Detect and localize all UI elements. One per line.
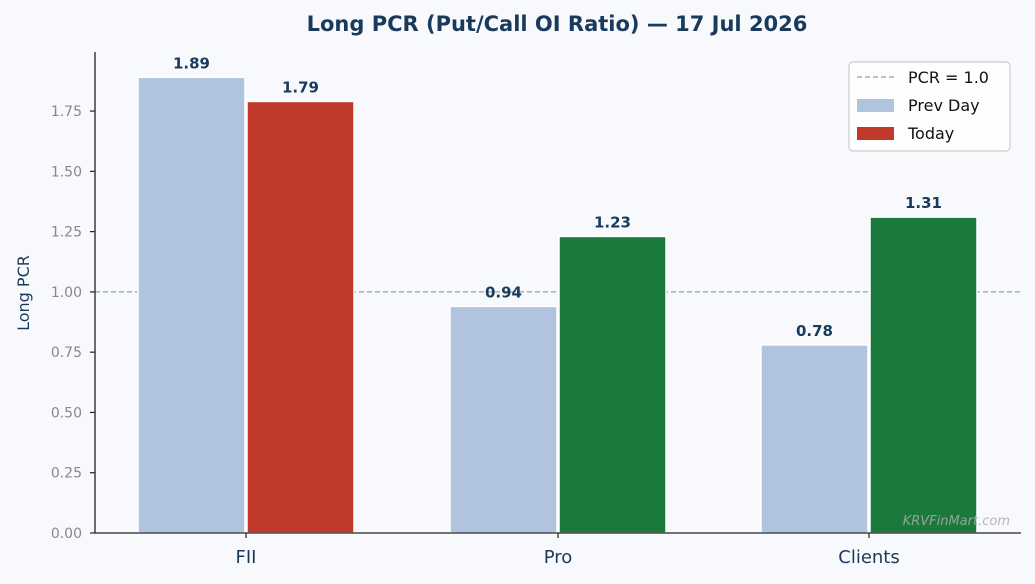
y-tick-label: 1.75 xyxy=(51,104,82,120)
y-axis-ticks: 0.00 0.25 0.50 0.75 1.00 1.25 1.50 1.75 xyxy=(51,104,95,542)
value-label-prev-day: 1.89 xyxy=(173,54,210,72)
x-tick-label: Pro xyxy=(544,547,573,568)
value-label-prev-day: 0.78 xyxy=(796,322,833,340)
bar-today xyxy=(246,100,355,534)
legend-reference-label: PCR = 1.0 xyxy=(908,68,989,87)
x-tick-label: FII xyxy=(236,547,257,568)
legend-today-label: Today xyxy=(907,124,954,143)
x-tick-label: Clients xyxy=(838,547,900,568)
bars-group xyxy=(137,76,978,534)
y-tick-label: 0.00 xyxy=(51,526,82,542)
bar-prev-day xyxy=(449,305,558,534)
bar-today xyxy=(558,235,667,534)
bar-today xyxy=(869,216,978,534)
bar-prev-day xyxy=(137,76,246,534)
value-label-today: 1.79 xyxy=(282,78,319,96)
value-label-today: 1.31 xyxy=(905,194,942,212)
legend: PCR = 1.0 Prev Day Today xyxy=(848,61,1011,152)
y-tick-label: 0.50 xyxy=(51,405,82,421)
chart-title: Long PCR (Put/Call OI Ratio) — 17 Jul 20… xyxy=(307,12,808,36)
y-tick-label: 0.25 xyxy=(51,466,82,482)
y-tick-label: 1.25 xyxy=(51,225,82,241)
y-axis-label: Long PCR xyxy=(14,255,33,331)
legend-prev-day-label: Prev Day xyxy=(908,96,980,115)
value-labels-group: 1.89 1.79 0.94 1.23 0.78 1.31 xyxy=(173,54,942,340)
legend-today-swatch xyxy=(857,127,894,140)
value-label-prev-day: 0.94 xyxy=(485,283,522,301)
watermark: KRVFinMart.com xyxy=(903,514,1010,529)
y-tick-label: 1.50 xyxy=(51,164,82,180)
y-tick-label: 1.00 xyxy=(51,285,82,301)
y-tick-label: 0.75 xyxy=(51,345,82,361)
value-label-today: 1.23 xyxy=(594,213,631,231)
bar-prev-day xyxy=(760,344,869,534)
legend-prev-day-swatch xyxy=(857,99,894,112)
x-axis-ticks: FII Pro Clients xyxy=(236,533,900,568)
